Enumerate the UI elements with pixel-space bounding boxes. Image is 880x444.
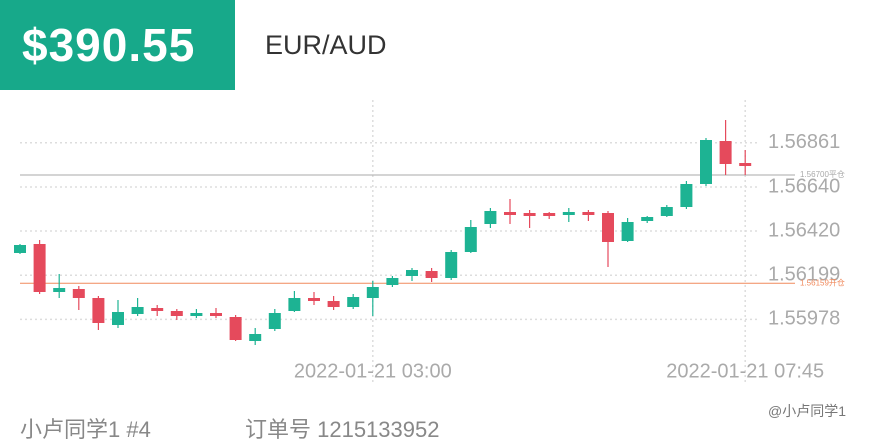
y-tick-label: 1.56640 xyxy=(768,175,840,197)
candle-body xyxy=(268,313,281,329)
pair: EUR/AUD xyxy=(265,30,387,60)
price-badge xyxy=(0,0,235,90)
candle-body xyxy=(484,211,497,224)
candle-body xyxy=(739,163,752,166)
order-number: 订单号 1215133952 xyxy=(245,417,440,442)
candle-body xyxy=(151,308,164,311)
candle-body xyxy=(308,298,320,301)
candle-body xyxy=(425,271,438,278)
x-tick-label: 2022-01-21 03:00 xyxy=(294,360,452,382)
ref-line-label: 1.56159开仓 xyxy=(800,277,845,287)
y-tick-label: 1.55978 xyxy=(768,308,840,330)
candle-body xyxy=(523,213,536,216)
candle-body xyxy=(406,270,418,276)
price: $390.55 xyxy=(22,19,196,71)
candle-body xyxy=(464,227,477,252)
candle-body xyxy=(131,307,144,314)
candle-body xyxy=(288,298,301,311)
y-tick-label: 1.56420 xyxy=(768,219,840,241)
candle-body xyxy=(543,213,556,216)
candle-body xyxy=(719,141,732,164)
candle-body xyxy=(327,301,340,307)
candle-body xyxy=(210,313,222,316)
candle-body xyxy=(112,312,124,325)
ref-line-label: 1.56700平仓 xyxy=(800,169,845,179)
candle-body xyxy=(14,245,26,253)
x-tick-label: 2022-01-21 07:45 xyxy=(666,360,824,382)
candle-body xyxy=(700,140,712,184)
candle-body xyxy=(562,212,575,215)
candle-body xyxy=(641,217,654,221)
candle-body xyxy=(504,212,516,215)
candle-body xyxy=(53,288,66,292)
candle-body xyxy=(660,207,673,216)
candle-body xyxy=(190,313,203,316)
candle-body xyxy=(621,222,634,241)
watermark: @小卢同学1 xyxy=(768,403,846,419)
candle-body xyxy=(386,278,399,285)
y-tick-label: 1.56861 xyxy=(768,131,840,153)
candle-body xyxy=(602,213,614,242)
candle-body xyxy=(72,289,85,298)
candle-body xyxy=(347,297,360,307)
candle-body xyxy=(33,244,46,292)
candle-body xyxy=(229,317,242,340)
candle-body xyxy=(445,252,458,278)
candle-body xyxy=(366,287,379,298)
chart: 1.56861 1.56640 1.56420 1.56199 1.55978 2022-… xyxy=(14,100,845,385)
y-tick-label: 1.56199 xyxy=(768,263,840,285)
candle-body xyxy=(582,212,595,215)
candle-body xyxy=(170,311,183,316)
user: 小卢同学1 #4 xyxy=(20,417,151,442)
candle-body xyxy=(680,184,693,207)
candle-body xyxy=(92,298,105,323)
candle-body xyxy=(249,334,262,341)
